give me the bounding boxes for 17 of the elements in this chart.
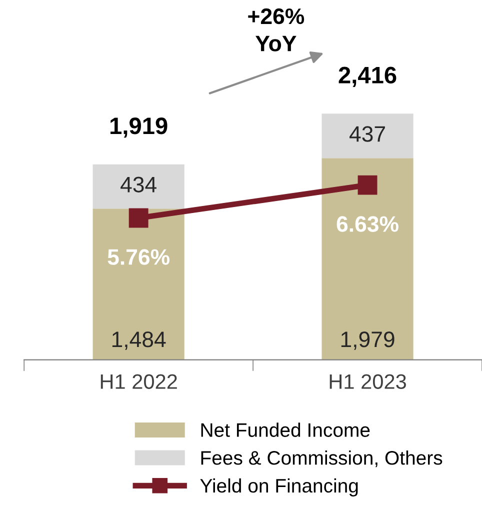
total-label: 2,416 xyxy=(338,66,396,87)
data-label: 6.63% xyxy=(336,216,398,232)
data-label: 1,484 xyxy=(112,332,166,350)
text: +26% YoY xyxy=(248,8,304,52)
bar xyxy=(322,158,414,360)
x-tick-label: H1 2022 xyxy=(100,374,177,389)
data-label: 437 xyxy=(350,126,385,142)
data-label: 434 xyxy=(120,176,156,192)
data-label: 5.76% xyxy=(108,249,170,265)
legend-label: Fees & Commission, Others xyxy=(201,450,442,468)
bar xyxy=(92,208,184,360)
legend-label: Net Funded Income xyxy=(201,422,370,437)
x-tick-label: H1 2023 xyxy=(330,374,406,389)
bar xyxy=(322,114,414,158)
data-label: 1,979 xyxy=(341,332,394,350)
total-label: 1,919 xyxy=(110,118,168,138)
legend-label: Yield on Financing xyxy=(200,478,358,496)
